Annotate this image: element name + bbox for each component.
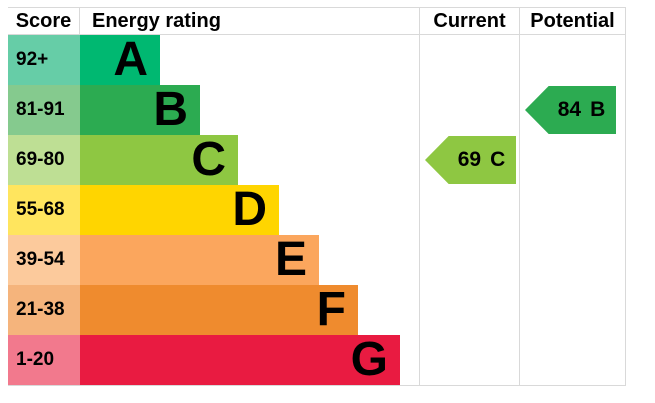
rating-letter: B xyxy=(153,83,188,136)
score-range: 39-54 xyxy=(8,235,80,285)
current-arrow: 69 C xyxy=(425,136,516,184)
rating-bar: G xyxy=(80,335,400,385)
rating-letter: C xyxy=(191,133,226,186)
band-row-a: 92+ A xyxy=(8,35,419,85)
potential-column-header: Potential xyxy=(520,8,625,35)
potential-arrow: 84 B xyxy=(525,86,616,134)
rating-bar: B xyxy=(80,85,200,135)
rating-bar: C xyxy=(80,135,238,185)
band-row-d: 55-68 D xyxy=(8,185,419,235)
current-column-header: Current xyxy=(420,8,519,35)
band-row-f: 21-38 F xyxy=(8,285,419,335)
rating-letter: G xyxy=(350,333,388,386)
potential-score-value: 84 xyxy=(557,98,582,121)
band-row-e: 39-54 E xyxy=(8,235,419,285)
rating-bar: F xyxy=(80,285,358,335)
current-score-letter: C xyxy=(490,148,506,171)
rating-letter: A xyxy=(113,33,148,86)
rating-letter: D xyxy=(232,183,267,236)
band-row-c: 69-80 C xyxy=(8,135,419,185)
rating-bands-section: Score Energy rating 92+ A 81-91 B 69-80 … xyxy=(8,8,419,385)
score-range: 21-38 xyxy=(8,285,80,335)
current-column: Current 69 C xyxy=(419,8,519,385)
rating-bar: D xyxy=(80,185,279,235)
band-row-g: 1-20 G xyxy=(8,335,419,385)
rating-letter: E xyxy=(274,233,307,286)
potential-column: Potential 84 B xyxy=(519,8,626,385)
score-range: 1-20 xyxy=(8,335,80,385)
band-row-b: 81-91 B xyxy=(8,85,419,135)
score-column-header: Score xyxy=(8,8,80,35)
current-score-value: 69 xyxy=(457,148,482,171)
score-range: 55-68 xyxy=(8,185,80,235)
score-range: 92+ xyxy=(8,35,80,85)
epc-rating-chart: Score Energy rating 92+ A 81-91 B 69-80 … xyxy=(8,7,626,386)
rating-bar: A xyxy=(80,35,160,85)
score-range: 69-80 xyxy=(8,135,80,185)
energy-rating-column-header: Energy rating xyxy=(80,8,419,35)
rating-letter: F xyxy=(316,283,346,336)
rating-bar: E xyxy=(80,235,319,285)
score-range: 81-91 xyxy=(8,85,80,135)
potential-score-letter: B xyxy=(590,98,606,121)
